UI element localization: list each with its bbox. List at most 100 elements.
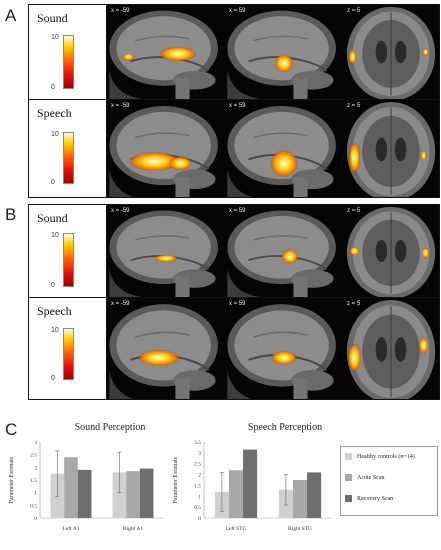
row-title: Speech [37, 106, 72, 120]
bar [139, 468, 154, 518]
chart-sound-perception: Parameter Estimate 0 0.5 1 1.5 2 2.5 3 Left A1 Ri… [9, 440, 164, 532]
y-tick-label: 1 [198, 494, 201, 500]
coord-label: z = 5 [347, 301, 361, 307]
figure-panel-a: Sound 10 0 x = -59 x = 59 z = 5 Speech 1… [28, 4, 440, 198]
colorbar [63, 35, 74, 89]
x-tick-label: Left STG [226, 525, 247, 532]
colorbar [63, 328, 74, 380]
brain-axial: z = 5 [343, 100, 439, 197]
colorbar-max: 10 [51, 232, 59, 239]
brain-axial: z = 5 [343, 298, 439, 399]
bar [112, 472, 127, 518]
error-bar [219, 472, 224, 512]
brain-slice-image [225, 205, 343, 297]
y-tick-label: 2.5 [30, 453, 37, 459]
bar [77, 469, 92, 518]
brain-slice-image [107, 205, 225, 297]
coord-label: x = -59 [111, 301, 130, 307]
coord-label: x = 59 [229, 301, 246, 307]
brain-sagittal-right: x = 59 [225, 205, 343, 297]
brain-strip: x = -59 x = 59 z = 5 [107, 100, 439, 197]
brain-slice-image [343, 298, 439, 399]
brain-sagittal-right: x = 59 [225, 100, 343, 197]
y-tick-label: 1 [34, 491, 37, 497]
legend-item: Recovery Scan [345, 495, 393, 502]
legend-swatch [345, 474, 352, 481]
brain-slice-image [107, 100, 225, 197]
colorbar-min: 0 [51, 84, 55, 91]
colorbar-max: 10 [51, 327, 59, 334]
colorbar [63, 132, 74, 184]
y-tick-label: 0 [198, 516, 201, 522]
figure-panel-b: Sound 10 0 x = -59 x = 59 z = 5 Speech 1… [28, 204, 440, 400]
error-bar [55, 450, 60, 497]
row-title: Speech [37, 304, 72, 318]
colorbar [63, 233, 74, 287]
panel-letter-b: B [5, 205, 17, 224]
y-tick-label: 2 [198, 473, 201, 479]
legend-item: Acute Scan [345, 474, 385, 481]
brain-row-a-sound: Sound 10 0 x = -59 x = 59 z = 5 [29, 5, 439, 99]
y-tick-label: 2 [34, 465, 37, 471]
brain-row-a-speech: Speech 10 0 x = -59 x = 59 z = 5 [29, 100, 439, 197]
brain-axial: z = 5 [343, 205, 439, 297]
axis-ylabel: Parameter Estimate [173, 456, 179, 503]
legend-label: Acute Scan [357, 474, 385, 481]
brain-sagittal-left: x = -59 [107, 205, 225, 297]
brain-strip: x = -59 x = 59 z = 5 [107, 205, 439, 297]
error-bar [117, 451, 122, 493]
brain-slice-image [343, 205, 439, 297]
legend-item: Healthy controls (n=14) [345, 453, 415, 460]
coord-label: x = 59 [229, 208, 246, 214]
brain-sagittal-right: x = 59 [225, 298, 343, 399]
brain-slice-image [225, 5, 343, 99]
row-title: Sound [37, 11, 68, 25]
bar [307, 472, 322, 518]
colorbar-min: 0 [51, 282, 55, 289]
x-tick-label: Right STG [288, 526, 312, 532]
brain-slice-image [107, 5, 225, 99]
colorbar-max: 10 [51, 131, 59, 138]
colorbar-min: 0 [51, 375, 55, 382]
y-tick-label: 1.5 [30, 478, 37, 484]
brain-slice-image [225, 100, 343, 197]
y-tick-label: 0.5 [30, 503, 37, 509]
brain-row-b-sound: Sound 10 0 x = -59 x = 59 z = 5 [29, 205, 439, 297]
x-tick-label: Right A1 [123, 526, 143, 532]
y-tick-label: 1.5 [194, 483, 201, 489]
coord-label: x = -59 [111, 208, 130, 214]
y-tick-label: 3 [34, 440, 37, 446]
brain-slice-image [225, 298, 343, 399]
y-tick-label: 3 [198, 451, 201, 457]
brain-sagittal-left: x = -59 [107, 5, 225, 99]
brain-sagittal-left: x = -59 [107, 298, 225, 399]
x-tick-label: Left A1 [63, 525, 80, 532]
chart-speech-perception: Parameter Estimate 0 0.5 1 1.5 2 2.5 3 3.5 Left S… [173, 440, 332, 532]
bar [126, 471, 140, 518]
brain-strip: x = -59 x = 59 z = 5 [107, 5, 439, 99]
bar [292, 480, 308, 518]
legend-swatch [345, 495, 352, 502]
y-tick-label: 0.5 [194, 505, 201, 511]
colorbar-min: 0 [51, 179, 55, 186]
legend-label: Recovery Scan [357, 495, 394, 502]
brain-row-b-speech: Speech 10 0 x = -59 x = 59 z = 5 [29, 298, 439, 399]
brain-strip: x = -59 x = 59 z = 5 [107, 298, 439, 399]
coord-label: x = 59 [229, 8, 246, 14]
legend-label: Healthy controls (n=14) [357, 453, 415, 460]
coord-label: x = -59 [111, 103, 130, 109]
panel-letter-c: C [5, 420, 18, 439]
brain-slice-image [343, 5, 439, 99]
legend-swatch [345, 453, 352, 460]
brain-slice-image [107, 298, 225, 399]
brain-axial: z = 5 [343, 5, 439, 99]
y-tick-label: 0 [34, 516, 37, 522]
coord-label: z = 5 [347, 8, 361, 14]
row-title: Sound [37, 211, 68, 225]
chart-legend: Healthy controls (n=14) Acute Scan Recov… [340, 446, 438, 516]
y-tick-label: 2.5 [194, 462, 201, 468]
colorbar-max: 10 [51, 34, 59, 41]
brain-slice-image [343, 100, 439, 197]
coord-label: x = 59 [229, 103, 246, 109]
chart-title-sound: Sound Perception [74, 422, 146, 433]
